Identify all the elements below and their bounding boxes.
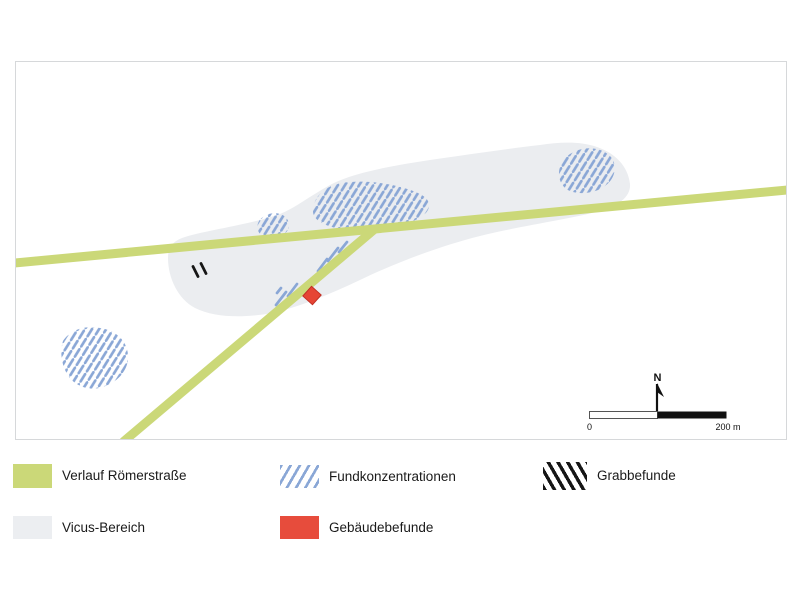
legend-item-building-finds: Gebäudebefunde xyxy=(280,516,433,539)
find-concentration-west-small xyxy=(257,213,290,238)
legend-label: Fundkonzentrationen xyxy=(329,468,456,484)
legend-label: Grabbefunde xyxy=(597,468,676,484)
roman-road-main xyxy=(16,185,786,268)
legend-item-vicus-area: Vicus-Bereich xyxy=(13,516,145,539)
legend-label: Vicus-Bereich xyxy=(62,519,146,535)
map-canvas: N 0 200 m xyxy=(16,142,786,439)
find-concentration-dashes-south xyxy=(274,282,299,307)
legend-item-find-concentrations: Fundkonzentrationen xyxy=(280,465,456,488)
roman-road-branch xyxy=(120,224,379,439)
legend-label: Gebäudebefunde xyxy=(329,519,434,535)
grave-find-marks xyxy=(191,262,208,278)
site-map: N 0 200 m xyxy=(15,61,787,440)
legend-label: Verlauf Römerstraße xyxy=(62,468,187,484)
north-arrow: N xyxy=(654,372,664,411)
building-swatch xyxy=(280,516,319,539)
find-concentration-central xyxy=(312,181,430,231)
building-find-marker xyxy=(302,285,322,306)
scale-start-label: 0 xyxy=(587,422,592,432)
scale-bar-black-segment xyxy=(657,411,727,419)
find-hatch-swatch xyxy=(280,465,319,488)
legend-item-grave-finds: Grabbefunde xyxy=(543,462,676,490)
vicus-swatch xyxy=(13,516,52,539)
find-concentration-dashes-mid xyxy=(316,240,349,273)
find-concentration-east xyxy=(558,148,615,194)
find-concentration-southwest xyxy=(61,327,129,389)
north-arrow-head xyxy=(657,383,664,397)
grave-hatch-swatch xyxy=(543,462,587,490)
scale-bar-white-segment xyxy=(589,411,658,419)
scale-end-label: 200 m xyxy=(715,422,740,432)
scale-bar: 0 200 m xyxy=(587,411,741,432)
legend-item-roman-road: Verlauf Römerstraße xyxy=(13,464,187,488)
road-swatch xyxy=(13,464,52,488)
north-label: N xyxy=(654,372,662,384)
